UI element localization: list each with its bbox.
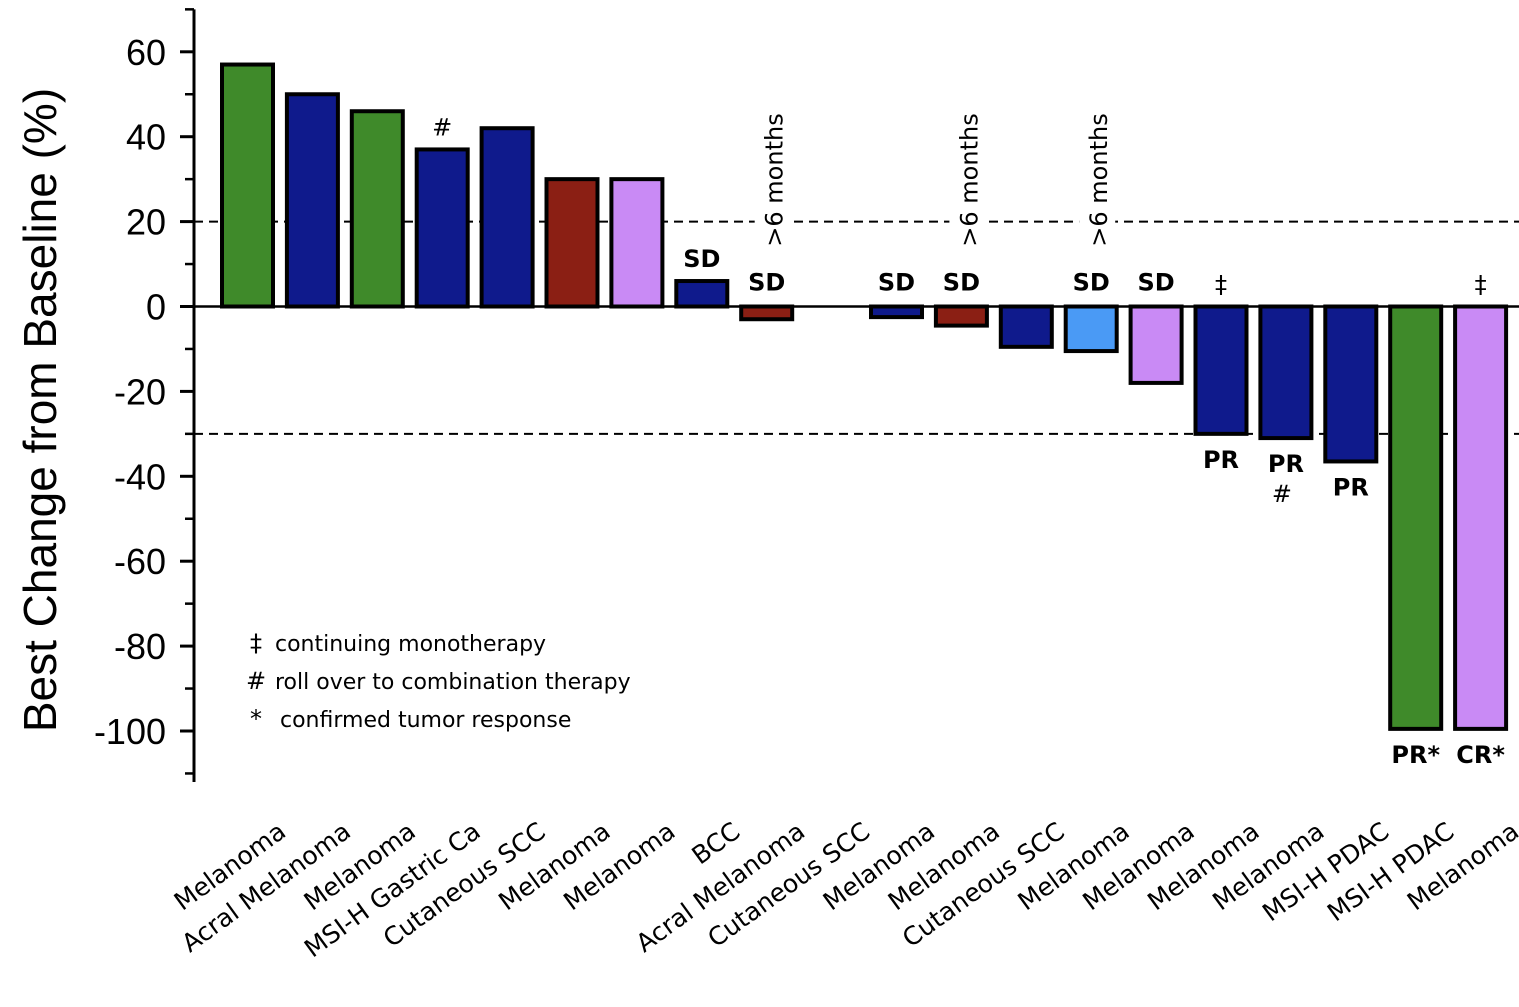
note-backing (949, 105, 986, 255)
legend-text: continuing monotherapy (275, 632, 546, 657)
y-tick-label: -20 (114, 371, 166, 412)
bar (933, 304, 989, 328)
response-label: SD (878, 269, 915, 297)
bar (1193, 304, 1249, 436)
response-label: CR* (1456, 741, 1505, 769)
y-axis: 60 40 20 0 -20 -40 -60 -80 -100 (94, 8, 196, 782)
duration-note: >6 months (1085, 113, 1113, 246)
legend-text: confirmed tumor response (280, 708, 571, 733)
response-label: PR (1268, 450, 1304, 478)
legend-symbol: # (246, 667, 266, 695)
bar (869, 304, 924, 320)
therapy-marker: ‡ (1475, 271, 1487, 299)
reference-lines (194, 220, 1519, 435)
bar (1388, 304, 1444, 731)
y-tick-label: 20 (126, 202, 166, 243)
legend: ‡ continuing monotherapy # roll over to com… (246, 629, 631, 733)
bar (1323, 304, 1379, 464)
bar (609, 177, 665, 309)
y-axis-title: Best Change from Baseline (%) (14, 88, 66, 732)
y-tick-label: -40 (114, 456, 166, 497)
y-tick-label: 0 (146, 287, 166, 328)
note-backing (754, 105, 791, 255)
response-label: SD (943, 269, 980, 297)
bar (1128, 304, 1184, 385)
bar (739, 304, 795, 322)
bar (220, 62, 275, 309)
response-label: PR (1203, 446, 1239, 474)
bars (220, 62, 1509, 731)
bar (1453, 304, 1509, 731)
therapy-marker: # (432, 113, 452, 141)
therapy-marker: ‡ (1215, 271, 1227, 299)
bar (544, 177, 600, 309)
y-tick-label: -80 (114, 626, 166, 667)
y-tick-label: -60 (114, 541, 166, 582)
duration-note: >6 months (955, 113, 983, 246)
legend-text: roll over to combination therapy (275, 670, 631, 695)
response-label: SD (748, 269, 785, 297)
bar (998, 304, 1054, 349)
bar (479, 126, 535, 309)
bar (1258, 304, 1314, 441)
y-tick-label: 60 (126, 32, 166, 73)
therapy-marker: # (1272, 480, 1292, 508)
response-label: SD (683, 245, 720, 273)
response-label: SD (1073, 269, 1110, 297)
legend-symbol: ‡ (250, 629, 262, 657)
bar (414, 147, 470, 309)
duration-note: >6 months (761, 113, 789, 246)
bar (1063, 304, 1119, 354)
bar (674, 279, 730, 309)
response-label: PR* (1391, 741, 1440, 769)
bar (349, 109, 405, 309)
y-tick-label: 40 (126, 117, 166, 158)
y-tick-label: -100 (94, 711, 166, 752)
legend-symbol: * (250, 705, 262, 733)
response-label: PR (1333, 473, 1369, 501)
note-backing (1079, 105, 1116, 255)
bar (284, 92, 340, 309)
bar-annotations: # SD SD >6 months SD SD >6 months SD >6 months SD… (432, 105, 1505, 769)
response-label: SD (1137, 269, 1174, 297)
